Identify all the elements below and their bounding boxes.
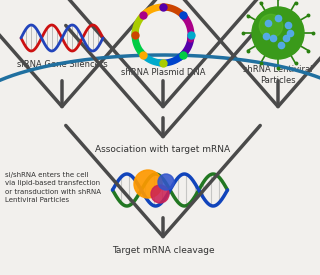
Circle shape <box>259 14 283 38</box>
Text: siRNA Gene Silencers: siRNA Gene Silencers <box>17 60 108 69</box>
Text: Association with target mRNA: Association with target mRNA <box>95 145 231 154</box>
Circle shape <box>158 174 174 190</box>
Circle shape <box>134 170 162 198</box>
Text: shRNA Plasmid DNA: shRNA Plasmid DNA <box>121 68 205 77</box>
Text: si/shRNA enters the cell
via lipid-based transfection
or transduction with shRNA: si/shRNA enters the cell via lipid-based… <box>5 172 101 203</box>
Text: Target mRNA cleavage: Target mRNA cleavage <box>112 246 214 255</box>
Circle shape <box>151 185 169 203</box>
Circle shape <box>252 7 304 59</box>
Text: shRNA Lentiviral
Particles: shRNA Lentiviral Particles <box>243 65 313 85</box>
